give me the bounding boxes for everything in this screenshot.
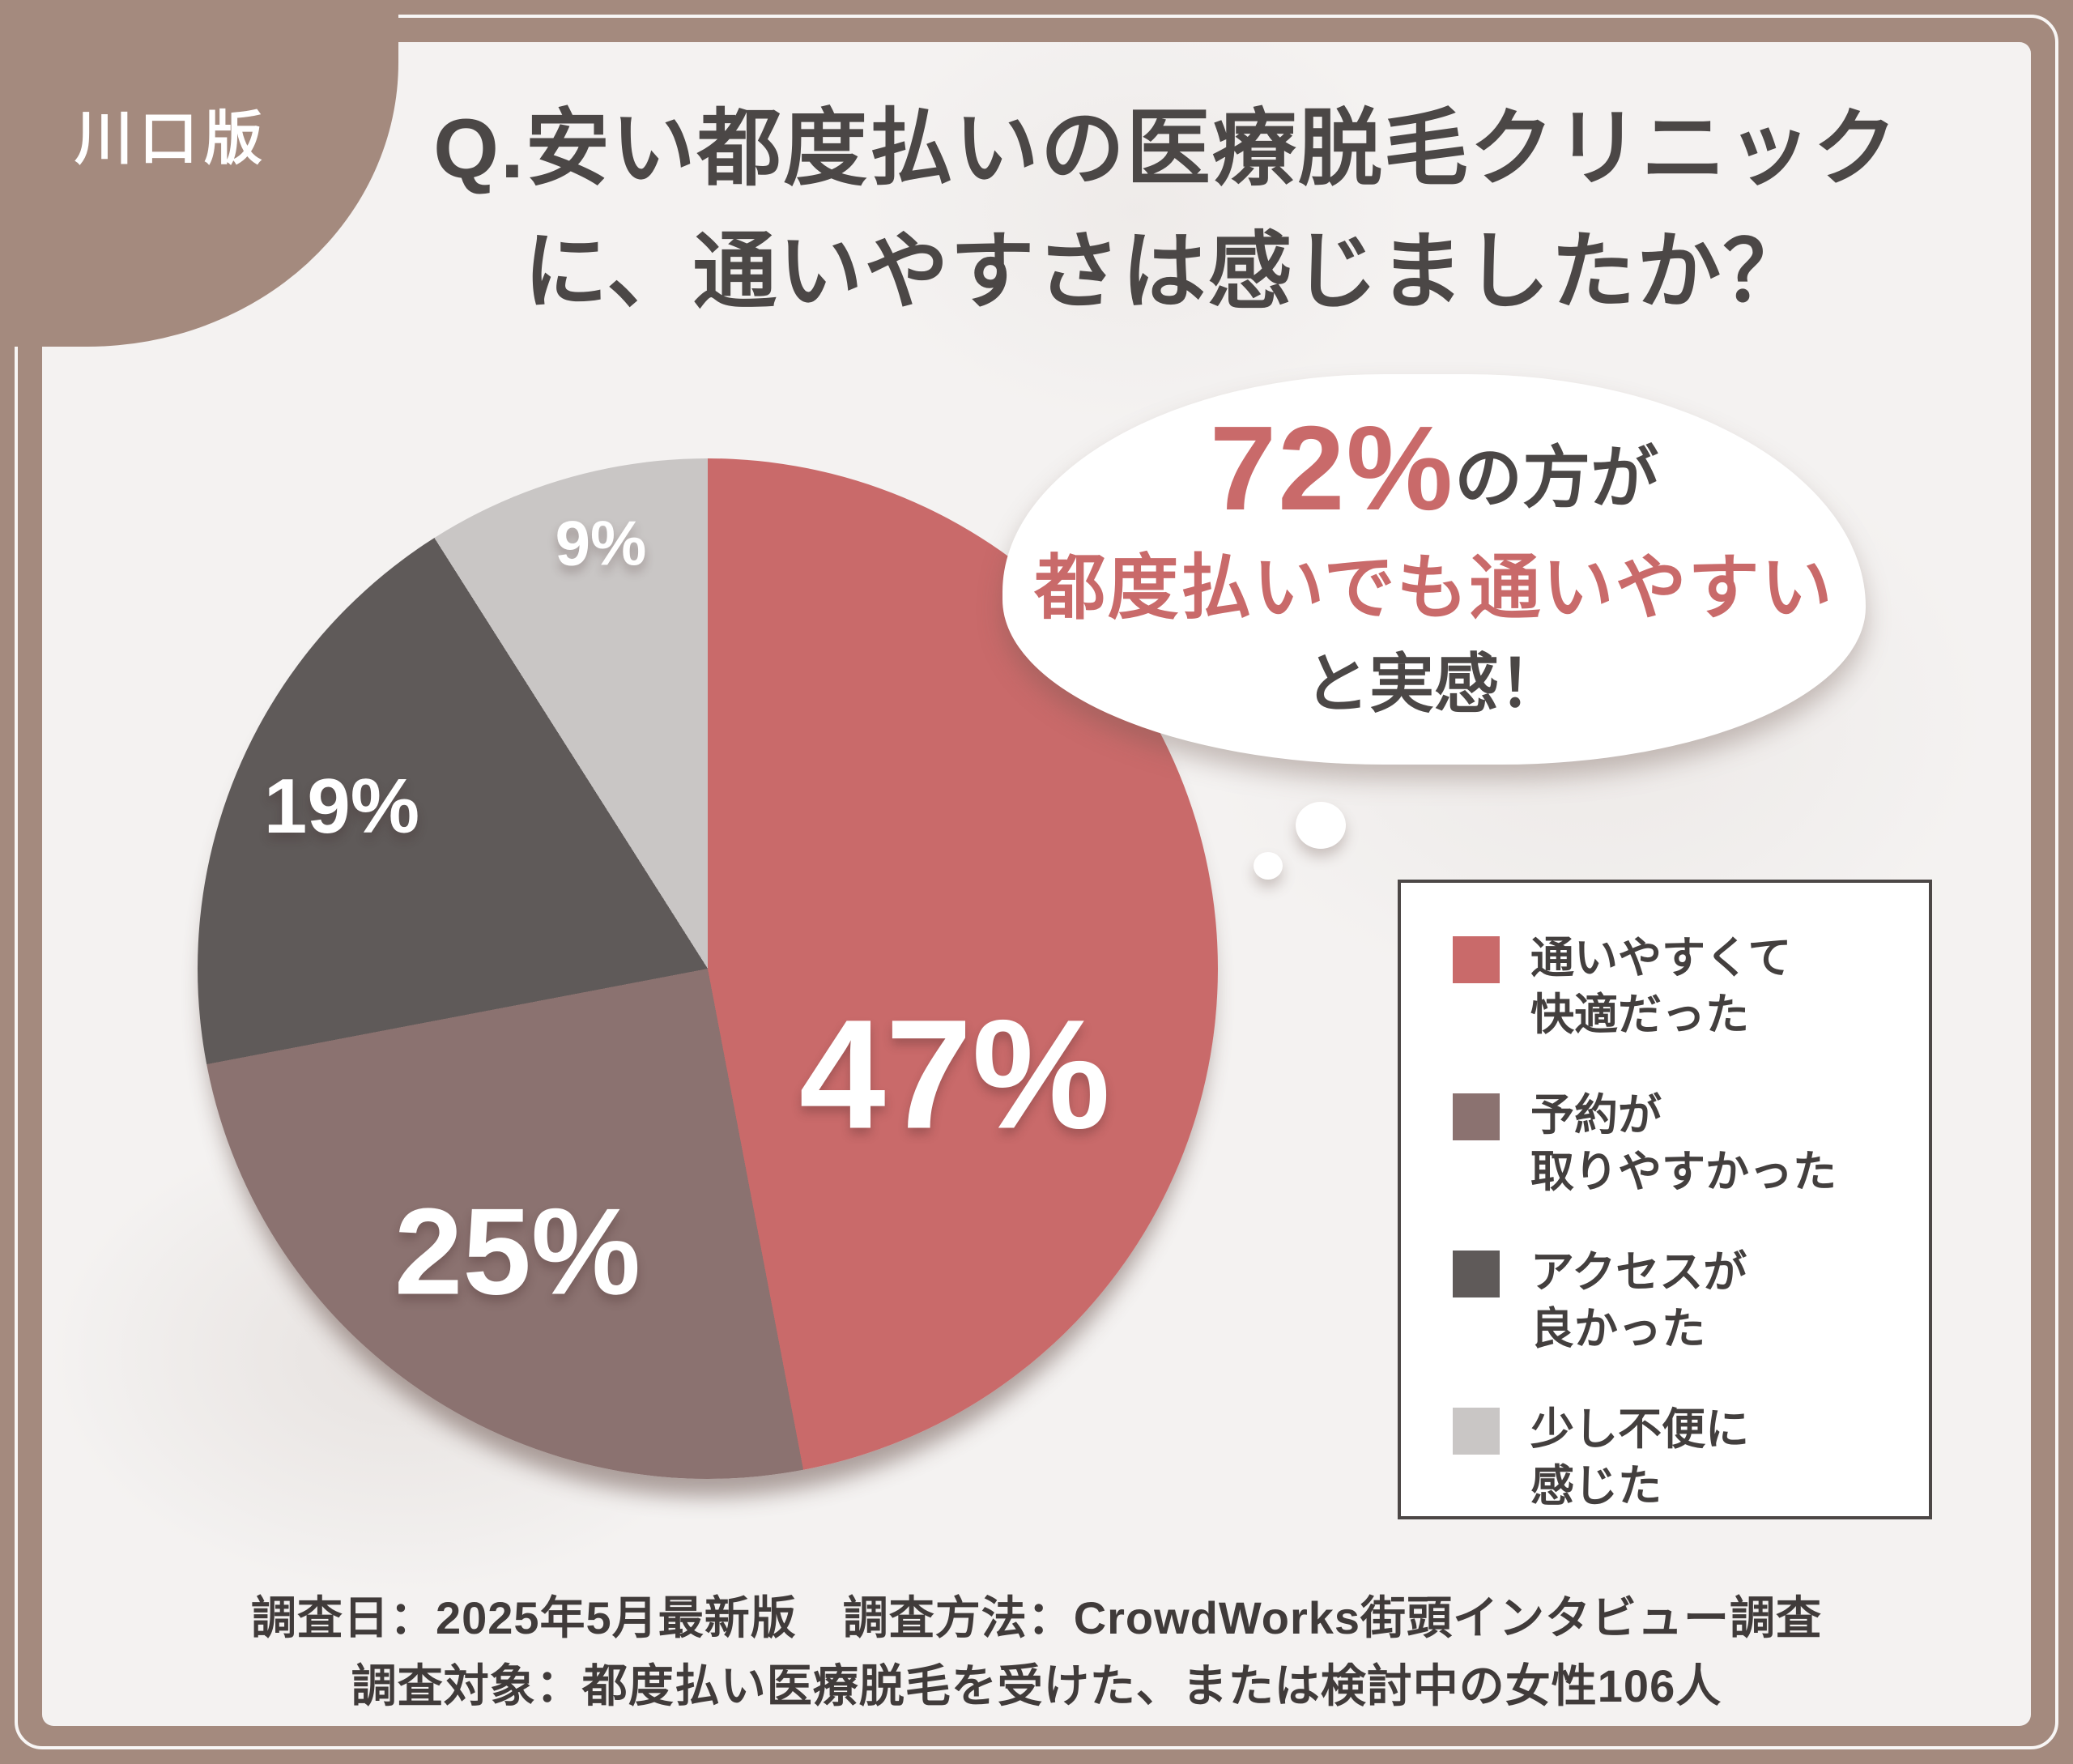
survey-footnote-line-1: 調査日：2025年5月最新版 調査方法：CrowdWorks街頭インタビュー調査 (250, 1592, 1823, 1643)
legend-swatch-red (1453, 936, 1500, 983)
pie-slice-label-2: 25% (394, 1182, 641, 1321)
legend-label-2: 予約が 取りやすかった (1530, 1091, 1837, 1196)
page-title-line-2: に、通いやすさは感じましたか？ (523, 225, 1809, 319)
legend-item-4: 少し不便に 感じた (1453, 1401, 1929, 1515)
page-title-line-1: Q.安い都度払いの医療脱毛クリニック (433, 102, 1899, 196)
legend-label-1: 通いやすくて 快適だった (1530, 934, 1792, 1039)
bubble-percent: 72% (1209, 401, 1455, 535)
legend-item-1: 通いやすくて 快適だった (1453, 930, 1929, 1043)
survey-footnote-line-2: 調査対象：都度払い医療脱毛を受けた、または検討中の女性106人 (351, 1660, 1722, 1711)
badge-label: 川口版 (74, 107, 270, 172)
legend-swatch-brown (1453, 1093, 1500, 1140)
bubble-line-3: と実感！ (1305, 647, 1564, 720)
thought-bubble: 72%の方が 都度払いでも通いやすい と実感！ (1002, 374, 1866, 765)
bubble-line-1: 72%の方が (1210, 407, 1659, 539)
legend-label-4: 少し不便に 感じた (1530, 1405, 1749, 1510)
legend-item-3: アクセスが 良かった (1453, 1244, 1929, 1357)
legend-label-3: アクセスが 良かった (1530, 1248, 1747, 1353)
legend-swatch-darkgray (1453, 1251, 1500, 1297)
legend-swatch-lightgray (1453, 1408, 1500, 1455)
bubble-tail-large (1296, 802, 1346, 849)
page-title: Q.安い都度払いの医療脱毛クリニック に、通いやすさは感じましたか？ (348, 87, 1984, 334)
bubble-percent-suffix: の方が (1454, 439, 1659, 516)
pie-slice-label-1: 47% (798, 986, 1111, 1161)
bubble-line-2: 都度払いでも通いやすい (1034, 547, 1834, 628)
pie-slice-label-3: 19% (263, 763, 420, 850)
legend: 通いやすくて 快適だった 予約が 取りやすかった アクセスが 良かった 少し不便… (1398, 880, 1932, 1519)
survey-footnote: 調査日：2025年5月最新版 調査方法：CrowdWorks街頭インタビュー調査… (42, 1584, 2031, 1720)
bubble-tail-small (1254, 852, 1283, 880)
legend-item-2: 予約が 取りやすかった (1453, 1087, 1929, 1200)
pie-slice-label-4: 9% (555, 507, 647, 579)
